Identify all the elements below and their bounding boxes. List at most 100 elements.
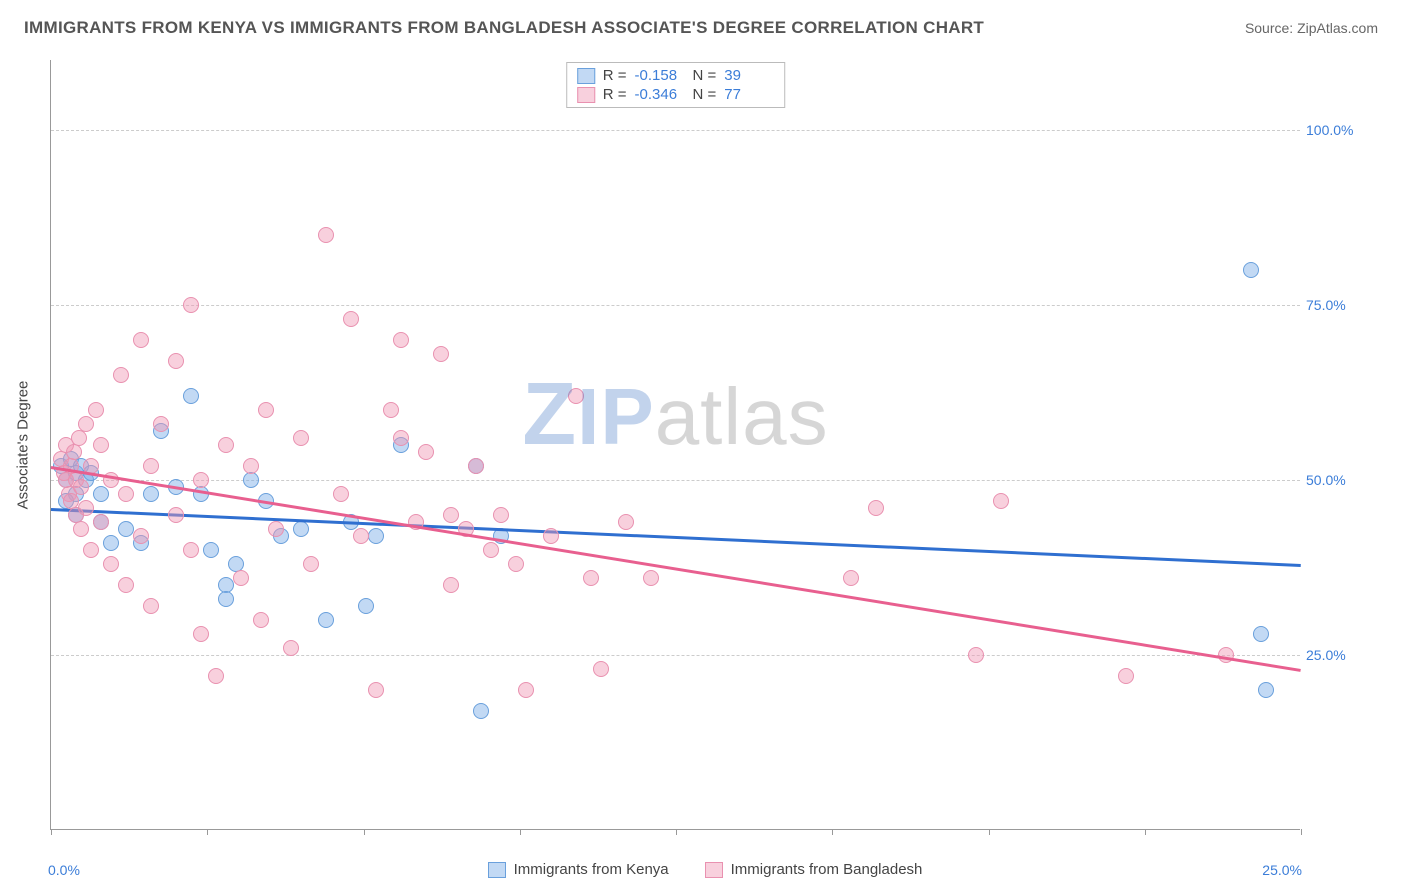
scatter-point [368,528,384,544]
x-tick-mark [1301,829,1302,835]
scatter-point [518,682,534,698]
legend-swatch [577,68,595,84]
scatter-point [543,528,559,544]
y-tick-label: 75.0% [1306,297,1356,313]
watermark-z: Z [522,364,577,463]
r-value: -0.346 [635,86,685,103]
scatter-point [193,626,209,642]
scatter-point [333,486,349,502]
scatter-point [1118,668,1134,684]
scatter-point [133,528,149,544]
scatter-point [868,500,884,516]
scatter-point [133,332,149,348]
scatter-point [183,542,199,558]
scatter-point [258,402,274,418]
scatter-point [233,570,249,586]
scatter-point [71,430,87,446]
scatter-point [118,577,134,593]
scatter-point [73,521,89,537]
scatter-point [443,577,459,593]
x-tick-mark [832,829,833,835]
legend-swatch [705,862,723,878]
scatter-point [103,535,119,551]
scatter-point [183,388,199,404]
legend-swatch [577,87,595,103]
scatter-point [143,458,159,474]
scatter-point [203,542,219,558]
scatter-point [508,556,524,572]
scatter-point [468,458,484,474]
x-tick-mark [51,829,52,835]
scatter-point [993,493,1009,509]
scatter-point [493,507,509,523]
watermark: ZIPatlas [522,363,828,465]
y-tick-label: 100.0% [1306,122,1356,138]
scatter-point [218,591,234,607]
gridline-h [51,305,1300,306]
scatter-point [368,682,384,698]
scatter-point [1243,262,1259,278]
scatter-point [358,598,374,614]
scatter-point [118,521,134,537]
x-tick-mark [207,829,208,835]
legend-stats-row: R =-0.158N =39 [577,66,775,85]
scatter-point [193,486,209,502]
scatter-point [168,507,184,523]
gridline-h [51,480,1300,481]
scatter-point [618,514,634,530]
legend-series-label: Immigrants from Kenya [514,861,669,878]
scatter-point [293,521,309,537]
scatter-point [433,346,449,362]
scatter-point [93,486,109,502]
legend-series-label: Immigrants from Bangladesh [731,861,923,878]
scatter-point [103,556,119,572]
scatter-point [168,353,184,369]
scatter-point [483,542,499,558]
watermark-ip: IP [577,372,655,461]
scatter-point [93,437,109,453]
scatter-point [143,486,159,502]
x-tick-mark [1145,829,1146,835]
scatter-point [78,500,94,516]
scatter-point [208,668,224,684]
r-label: R = [603,86,627,103]
n-value: 39 [724,67,774,84]
scatter-point [393,430,409,446]
scatter-point [193,472,209,488]
scatter-point [1253,626,1269,642]
x-tick-mark [364,829,365,835]
scatter-point [1258,682,1274,698]
scatter-point [243,472,259,488]
scatter-point [303,556,319,572]
legend-stats-row: R =-0.346N =77 [577,85,775,104]
scatter-point [153,416,169,432]
x-tick-mark [676,829,677,835]
scatter-point [583,570,599,586]
y-axis-label: Associate's Degree [15,380,32,509]
scatter-point [93,514,109,530]
scatter-point [66,444,82,460]
plot-area: Associate's Degree ZIPatlas R =-0.158N =… [50,60,1300,830]
legend-swatch [488,862,506,878]
scatter-point [268,521,284,537]
scatter-point [443,507,459,523]
scatter-point [283,640,299,656]
legend-series: Immigrants from Kenya Immigrants from Ban… [50,861,1360,878]
scatter-point [393,332,409,348]
x-tick-mark [989,829,990,835]
y-tick-label: 50.0% [1306,472,1356,488]
scatter-point [73,479,89,495]
scatter-point [243,458,259,474]
scatter-point [643,570,659,586]
scatter-point [113,367,129,383]
scatter-point [418,444,434,460]
scatter-point [218,437,234,453]
scatter-point [343,311,359,327]
n-value: 77 [724,86,774,103]
scatter-point [253,612,269,628]
scatter-point [473,703,489,719]
scatter-point [293,430,309,446]
scatter-point [568,388,584,404]
scatter-point [118,486,134,502]
watermark-rest: atlas [655,372,829,461]
